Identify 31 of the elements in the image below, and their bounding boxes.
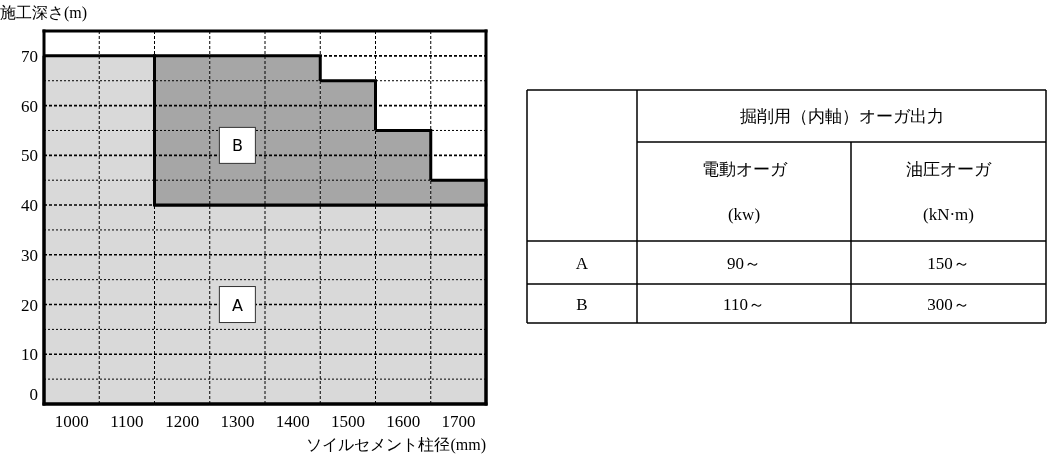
y-tick-label: 60 [21,96,38,116]
x-tick-label: 1300 [220,412,255,431]
data-label: 300～ [927,294,970,314]
text: (kN·m) [923,205,974,224]
category-label: A [575,253,589,273]
text: 掘削用（内軸）オーガ出力 [739,107,944,126]
y-tick-label: 50 [21,146,38,166]
y-tick-label: 20 [21,295,38,315]
data-label: 150～ [927,253,970,273]
text: 電動オーガ [701,160,788,179]
x-tick-label: 1600 [386,412,421,431]
data-label: 110～ [723,294,765,314]
x-tick-label: 1200 [165,412,200,431]
y-tick-label: 10 [21,345,38,365]
category-label: B [576,294,588,314]
x-tick-label: 1100 [110,412,144,431]
y-axis-title: 施工深さ(m) [0,4,88,22]
annotation: A [231,295,243,315]
y-tick-label: 0 [29,385,38,404]
x-tick-label: 1000 [54,412,89,431]
annotation: B [231,136,243,156]
y-tick-label: 30 [21,245,38,265]
x-tick-label: 1500 [330,412,365,431]
y-tick-label: 70 [21,46,38,66]
text: (kw) [727,205,761,224]
text: 油圧オーガ [906,160,992,179]
x-axis-title: ソイルセメント柱径(mm) [306,436,486,454]
data-label: 90～ [727,253,761,273]
x-tick-label: 1700 [441,412,476,431]
y-tick-label: 40 [21,196,38,216]
x-tick-label: 1400 [275,412,310,431]
